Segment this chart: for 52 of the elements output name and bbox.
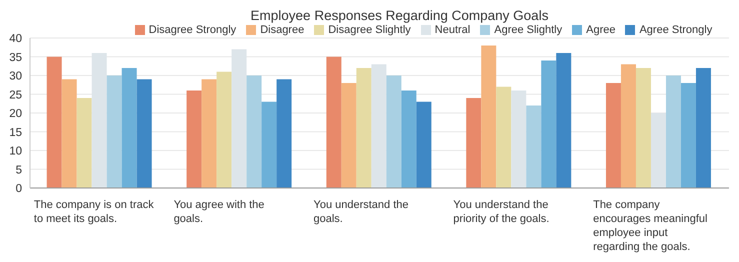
x-tick-label: You understand the priority of the goals.: [453, 198, 550, 225]
bar: [136, 79, 152, 188]
y-tick-label: 10: [9, 146, 22, 158]
bar: [481, 46, 496, 188]
bar: [466, 98, 482, 188]
y-tick-label: 0: [16, 183, 22, 196]
x-tick-label: The company is on track to meet its goals.: [34, 198, 154, 225]
y-tick-label: 15: [9, 126, 22, 139]
bar: [416, 102, 432, 188]
legend-label: Disagree Slightly: [328, 24, 411, 36]
bar: [606, 83, 621, 188]
bar: [122, 68, 137, 188]
bar: [541, 60, 556, 188]
bar: [62, 79, 77, 188]
bar: [556, 53, 572, 188]
x-tick-label: You agree with the goals.: [174, 198, 264, 225]
bar: [276, 79, 292, 188]
bar: [620, 64, 636, 188]
bar: [680, 83, 696, 188]
legend-label: Agree Slightly: [494, 24, 562, 36]
legend-label: Disagree Strongly: [148, 24, 236, 36]
bar: [46, 56, 62, 188]
x-tick-label: The company encourages meaningful employee input regarding the goals.: [593, 198, 708, 253]
bar: [526, 106, 542, 188]
bar: [636, 68, 651, 188]
y-tick-label: 5: [16, 164, 22, 176]
bar: [341, 83, 356, 188]
bar: [216, 72, 232, 188]
y-tick-label: 35: [9, 52, 22, 64]
bar: [326, 56, 342, 188]
bar: [696, 68, 711, 188]
legend-label: Neutral: [434, 24, 470, 36]
y-tick-label: 30: [9, 70, 22, 83]
y-tick-label: 20: [9, 108, 22, 120]
bar: [262, 102, 277, 188]
legend-label: Agree Strongly: [639, 24, 712, 36]
chart-title: Employee Responses Regarding Company Goals: [250, 8, 550, 24]
bar: [496, 86, 512, 188]
bar: [666, 76, 681, 188]
bar: [246, 76, 262, 188]
y-tick-label: 25: [9, 89, 22, 102]
bar: [386, 76, 402, 188]
bar: [186, 90, 202, 188]
bar: [401, 90, 416, 188]
bar: [76, 98, 92, 188]
y-tick-label: 40: [9, 33, 22, 46]
bar: [202, 79, 217, 188]
legend-label: Agree: [586, 24, 616, 36]
legend-label: Disagree: [260, 24, 304, 36]
bar: [106, 76, 122, 188]
bar: [356, 68, 372, 188]
x-tick-label: You understand the goals.: [314, 198, 409, 225]
